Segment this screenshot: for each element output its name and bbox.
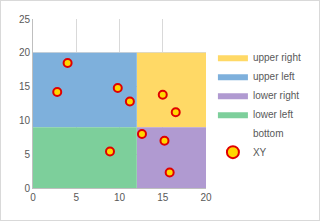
svg-text:lower left: lower left xyxy=(253,109,293,120)
svg-text:15: 15 xyxy=(19,81,31,92)
svg-text:bottom: bottom xyxy=(253,128,284,139)
svg-text:25: 25 xyxy=(19,14,31,25)
svg-text:0: 0 xyxy=(30,192,36,203)
svg-text:10: 10 xyxy=(19,115,31,126)
svg-text:upper right: upper right xyxy=(253,52,301,63)
svg-text:20: 20 xyxy=(200,192,212,203)
svg-text:15: 15 xyxy=(157,192,169,203)
svg-text:lower right: lower right xyxy=(253,90,299,101)
svg-text:XY: XY xyxy=(253,147,267,158)
svg-text:10: 10 xyxy=(114,192,126,203)
svg-text:upper left: upper left xyxy=(253,71,295,82)
svg-text:20: 20 xyxy=(19,47,31,58)
svg-text:5: 5 xyxy=(73,192,79,203)
svg-text:5: 5 xyxy=(24,149,30,160)
svg-text:0: 0 xyxy=(24,183,30,194)
